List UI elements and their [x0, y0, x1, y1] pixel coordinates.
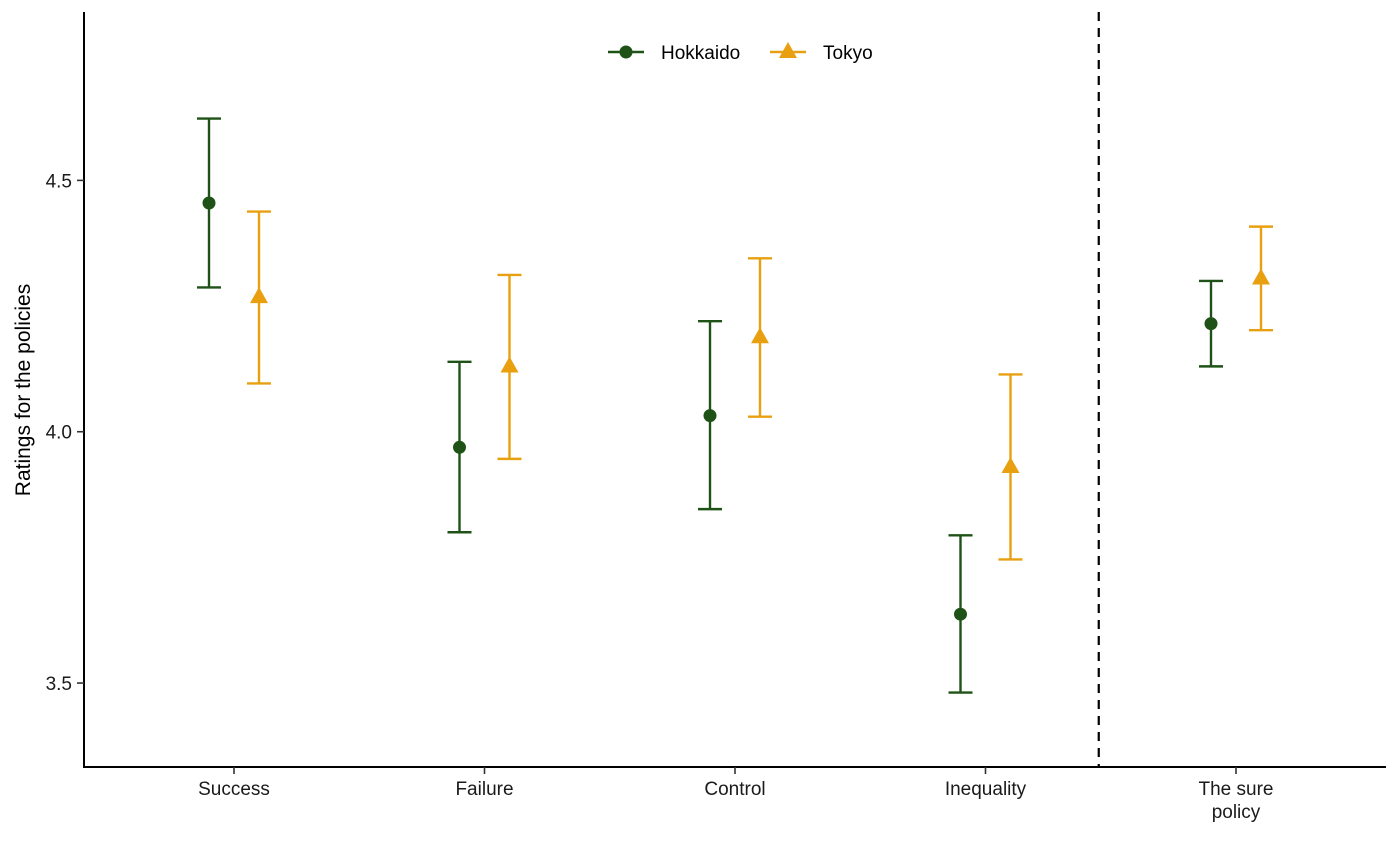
- y-tick-label: 3.5: [46, 674, 72, 695]
- legend-item-tokyo: Tokyo: [770, 42, 873, 64]
- axes: 3.5 4.0 4.5 Success Failure Control Inequality…: [12, 12, 1386, 823]
- x-tick-label-line: Inequality: [945, 779, 1027, 800]
- point-marker-triangle: [250, 287, 268, 304]
- legend-item-hokkaido: Hokkaido: [608, 43, 740, 64]
- point-marker-circle: [954, 607, 967, 621]
- x-tick-label-line: The sure: [1199, 779, 1274, 800]
- error-bar-group-tokyo: [748, 257, 772, 418]
- y-tick-label: 4.0: [46, 423, 72, 444]
- error-bar-group-tokyo: [247, 210, 271, 385]
- legend-label: Tokyo: [823, 43, 873, 64]
- point-marker-circle: [453, 440, 466, 454]
- error-bar-group-tokyo: [998, 373, 1023, 561]
- x-tick-label: Failure: [455, 779, 513, 800]
- marks: [197, 117, 1273, 694]
- legend-label: Hokkaido: [661, 43, 740, 64]
- x-tick-label: Inequality: [945, 779, 1027, 800]
- error-bar-group-tokyo: [1249, 225, 1273, 332]
- error-bar-group-hokkaido: [447, 360, 472, 534]
- x-tick-label: Success: [198, 779, 270, 800]
- legend: Hokkaido Tokyo: [608, 42, 873, 64]
- error-bar-group-hokkaido: [948, 534, 973, 694]
- x-tick-label-line: Failure: [455, 779, 513, 800]
- point-marker-triangle: [1252, 268, 1270, 285]
- point-marker-triangle: [1001, 456, 1020, 473]
- point-marker-triangle: [500, 356, 519, 373]
- legend-marker-triangle: [779, 42, 797, 58]
- x-tick-label-line: policy: [1212, 802, 1261, 823]
- error-bar-group-hokkaido: [197, 117, 221, 289]
- point-marker-circle: [202, 196, 216, 210]
- error-bar-group-tokyo: [497, 273, 522, 461]
- point-marker-circle: [1204, 317, 1218, 331]
- point-marker-circle: [703, 409, 717, 423]
- x-tick-label-line: Control: [704, 779, 765, 800]
- y-axis-title: Ratings for the policies: [12, 284, 35, 496]
- x-tick-label: Control: [704, 779, 765, 800]
- y-tick-label: 4.5: [46, 171, 72, 192]
- x-tick-label: The sure policy: [1199, 779, 1274, 823]
- legend-marker-circle: [619, 45, 633, 59]
- x-tick-label-line: Success: [198, 779, 270, 800]
- point-marker-triangle: [751, 327, 769, 344]
- error-bar-group-hokkaido: [698, 319, 722, 511]
- error-bar-group-hokkaido: [1199, 279, 1223, 368]
